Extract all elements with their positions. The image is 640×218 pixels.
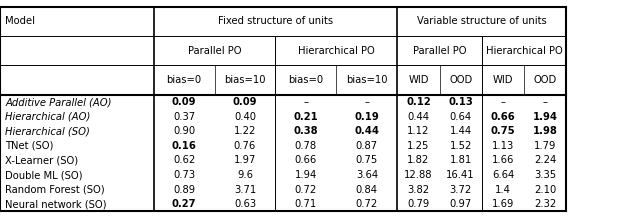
Text: Parallel PO: Parallel PO: [413, 46, 467, 56]
Text: bias=0: bias=0: [166, 75, 202, 85]
Text: 0.87: 0.87: [356, 141, 378, 151]
Text: 0.37: 0.37: [173, 112, 195, 122]
Text: 0.66: 0.66: [295, 155, 317, 165]
Text: 0.40: 0.40: [234, 112, 256, 122]
Text: Model: Model: [5, 16, 35, 26]
Text: 0.13: 0.13: [448, 97, 473, 107]
Text: 0.21: 0.21: [294, 112, 318, 122]
Text: 0.78: 0.78: [295, 141, 317, 151]
Text: 0.09: 0.09: [233, 97, 257, 107]
Text: 0.75: 0.75: [356, 155, 378, 165]
Text: 1.94: 1.94: [532, 112, 557, 122]
Text: WID: WID: [408, 75, 429, 85]
Text: 1.81: 1.81: [449, 155, 472, 165]
Text: 0.84: 0.84: [356, 185, 378, 195]
Text: 0.19: 0.19: [355, 112, 380, 122]
Text: 0.73: 0.73: [173, 170, 195, 180]
Text: OOD: OOD: [449, 75, 472, 85]
Text: 1.12: 1.12: [407, 126, 429, 136]
Text: –: –: [364, 97, 369, 107]
Text: 3.35: 3.35: [534, 170, 556, 180]
Text: 1.82: 1.82: [407, 155, 429, 165]
Text: 0.89: 0.89: [173, 185, 195, 195]
Text: 1.22: 1.22: [234, 126, 256, 136]
Text: 0.62: 0.62: [173, 155, 195, 165]
Text: 0.71: 0.71: [295, 199, 317, 209]
Text: bias=10: bias=10: [224, 75, 266, 85]
Text: 12.88: 12.88: [404, 170, 433, 180]
Text: –: –: [500, 97, 506, 107]
Text: 1.97: 1.97: [234, 155, 256, 165]
Text: 6.64: 6.64: [492, 170, 514, 180]
Text: 2.24: 2.24: [534, 155, 556, 165]
Text: 0.72: 0.72: [356, 199, 378, 209]
Text: Additive Parallel (AO): Additive Parallel (AO): [5, 97, 111, 107]
Text: 0.63: 0.63: [234, 199, 256, 209]
Text: WID: WID: [493, 75, 513, 85]
Text: 0.90: 0.90: [173, 126, 195, 136]
Text: 0.75: 0.75: [491, 126, 515, 136]
Text: 0.38: 0.38: [294, 126, 318, 136]
Text: –: –: [543, 97, 548, 107]
Text: 0.12: 0.12: [406, 97, 431, 107]
Text: 0.72: 0.72: [295, 185, 317, 195]
Text: 1.79: 1.79: [534, 141, 556, 151]
Text: 1.13: 1.13: [492, 141, 514, 151]
Text: Fixed structure of units: Fixed structure of units: [218, 16, 333, 26]
Text: –: –: [303, 97, 308, 107]
Text: Neural network (SO): Neural network (SO): [5, 199, 107, 209]
Text: Hierarchical PO: Hierarchical PO: [486, 46, 563, 56]
Text: Parallel PO: Parallel PO: [188, 46, 241, 56]
Text: 1.94: 1.94: [295, 170, 317, 180]
Text: 2.32: 2.32: [534, 199, 556, 209]
Text: 16.41: 16.41: [446, 170, 475, 180]
Text: bias=10: bias=10: [346, 75, 388, 85]
Text: bias=0: bias=0: [289, 75, 323, 85]
Text: 0.16: 0.16: [172, 141, 196, 151]
Text: Variable structure of units: Variable structure of units: [417, 16, 547, 26]
Text: Hierarchical (AO): Hierarchical (AO): [5, 112, 90, 122]
Text: Hierarchical (SO): Hierarchical (SO): [5, 126, 90, 136]
Text: 1.25: 1.25: [407, 141, 429, 151]
Text: 3.71: 3.71: [234, 185, 256, 195]
Text: 0.97: 0.97: [449, 199, 472, 209]
Text: 0.76: 0.76: [234, 141, 256, 151]
Text: 1.66: 1.66: [492, 155, 514, 165]
Text: 3.72: 3.72: [449, 185, 472, 195]
Text: 0.66: 0.66: [490, 112, 515, 122]
Text: 1.98: 1.98: [532, 126, 557, 136]
Text: 0.09: 0.09: [172, 97, 196, 107]
Text: 1.4: 1.4: [495, 185, 511, 195]
Text: TNet (SO): TNet (SO): [5, 141, 54, 151]
Text: 0.64: 0.64: [450, 112, 472, 122]
Text: Hierarchical PO: Hierarchical PO: [298, 46, 375, 56]
Text: 0.44: 0.44: [355, 126, 380, 136]
Text: X-Learner (SO): X-Learner (SO): [5, 155, 78, 165]
Text: 1.52: 1.52: [449, 141, 472, 151]
Text: 0.79: 0.79: [407, 199, 429, 209]
Text: 3.82: 3.82: [408, 185, 429, 195]
Text: 9.6: 9.6: [237, 170, 253, 180]
Text: 1.44: 1.44: [450, 126, 472, 136]
Text: Double ML (SO): Double ML (SO): [5, 170, 83, 180]
Text: OOD: OOD: [534, 75, 557, 85]
Text: 0.27: 0.27: [172, 199, 196, 209]
Text: Random Forest (SO): Random Forest (SO): [5, 185, 105, 195]
Text: 3.64: 3.64: [356, 170, 378, 180]
Text: 0.44: 0.44: [408, 112, 429, 122]
Text: 2.10: 2.10: [534, 185, 556, 195]
Text: 1.69: 1.69: [492, 199, 514, 209]
